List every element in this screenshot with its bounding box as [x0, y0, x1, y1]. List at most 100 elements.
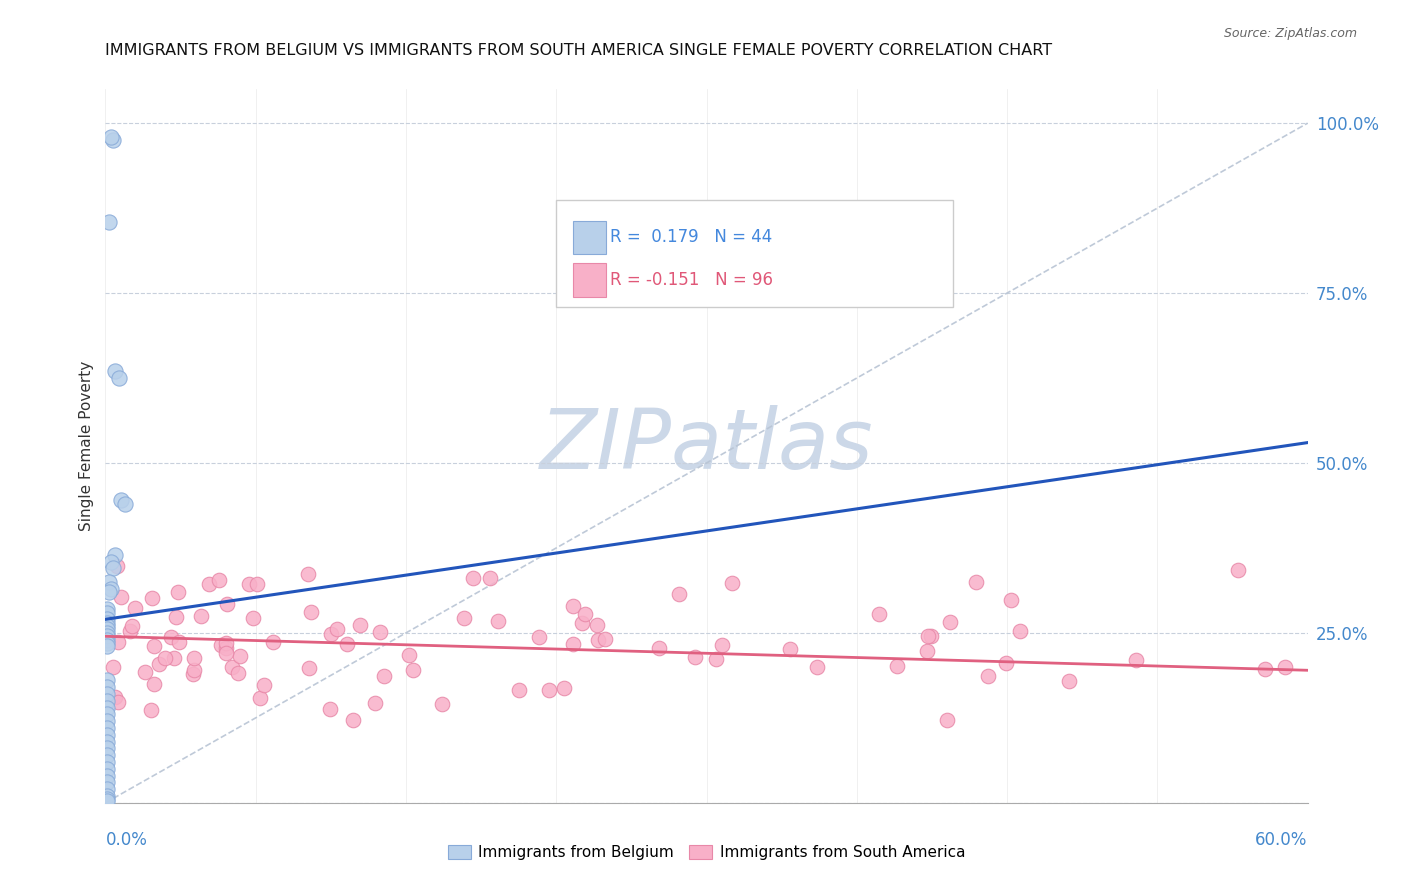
Point — [143, 639, 166, 653]
Point — [574, 607, 596, 621]
Point — [139, 703, 162, 717]
Point — [96, 632, 118, 647]
Point — [118, 624, 141, 639]
Point — [96, 636, 118, 650]
Legend: Immigrants from Belgium, Immigrants from South America: Immigrants from Belgium, Immigrants from… — [441, 839, 972, 866]
Point — [538, 683, 561, 698]
Point — [1125, 653, 1147, 667]
Point — [917, 630, 939, 644]
Point — [134, 665, 156, 679]
Point — [96, 673, 118, 688]
Point — [107, 634, 129, 648]
Point — [349, 618, 371, 632]
Point — [108, 371, 131, 385]
Point — [571, 616, 593, 631]
Point — [98, 574, 121, 589]
Text: 60.0%: 60.0% — [1256, 831, 1308, 849]
Point — [868, 607, 890, 621]
Point — [96, 606, 118, 620]
Point — [183, 651, 205, 665]
Point — [325, 622, 347, 636]
Point — [160, 630, 183, 644]
Point — [96, 626, 118, 640]
Point — [96, 794, 118, 808]
Point — [229, 648, 252, 663]
Point — [342, 713, 364, 727]
Point — [430, 697, 453, 711]
Point — [1008, 624, 1031, 639]
Point — [704, 652, 727, 666]
Point — [121, 619, 143, 633]
Point — [104, 690, 127, 704]
Point — [779, 642, 801, 657]
Point — [96, 612, 118, 626]
Point — [98, 215, 121, 229]
Point — [262, 634, 284, 648]
Point — [96, 748, 118, 763]
Point — [318, 702, 340, 716]
Point — [96, 782, 118, 797]
Point — [938, 615, 960, 629]
Point — [668, 587, 690, 601]
Point — [165, 610, 187, 624]
Point — [720, 575, 742, 590]
Point — [100, 555, 122, 569]
Point — [96, 640, 118, 654]
FancyBboxPatch shape — [574, 263, 606, 297]
Point — [1226, 563, 1249, 577]
Point — [100, 129, 122, 144]
Point — [1274, 660, 1296, 674]
Point — [124, 601, 146, 615]
Point — [319, 626, 342, 640]
Point — [586, 632, 609, 647]
Point — [96, 755, 118, 769]
Point — [166, 584, 188, 599]
Point — [1057, 673, 1080, 688]
Point — [249, 690, 271, 705]
Point — [214, 646, 236, 660]
Point — [96, 700, 118, 714]
Point — [100, 582, 122, 596]
Point — [104, 364, 127, 378]
Point — [141, 591, 163, 606]
Point — [364, 696, 387, 710]
Point — [198, 577, 221, 591]
Point — [96, 789, 118, 803]
Point — [96, 694, 118, 708]
Point — [215, 640, 238, 655]
Point — [98, 585, 121, 599]
Point — [96, 769, 118, 783]
Point — [96, 615, 118, 630]
Point — [96, 680, 118, 694]
Point — [936, 713, 959, 727]
Point — [96, 714, 118, 729]
Point — [561, 638, 583, 652]
Point — [167, 634, 190, 648]
Point — [647, 640, 669, 655]
Point — [336, 637, 359, 651]
Point — [153, 650, 176, 665]
Point — [965, 575, 987, 590]
Text: Source: ZipAtlas.com: Source: ZipAtlas.com — [1223, 27, 1357, 40]
Text: R =  0.179   N = 44: R = 0.179 N = 44 — [610, 228, 772, 246]
Text: ZIPatlas: ZIPatlas — [540, 406, 873, 486]
Point — [479, 571, 502, 585]
Point — [806, 660, 828, 674]
FancyBboxPatch shape — [557, 200, 953, 307]
Point — [96, 721, 118, 735]
Point — [96, 762, 118, 776]
Point — [298, 661, 321, 675]
Point — [453, 611, 475, 625]
Point — [527, 630, 550, 644]
Point — [110, 590, 132, 604]
Point — [995, 656, 1018, 670]
Point — [238, 577, 260, 591]
Point — [977, 669, 1000, 683]
Point — [685, 650, 707, 665]
Point — [1000, 592, 1022, 607]
Point — [215, 597, 238, 611]
Point — [96, 707, 118, 722]
Point — [242, 611, 264, 625]
Point — [253, 678, 276, 692]
Point — [96, 728, 118, 742]
